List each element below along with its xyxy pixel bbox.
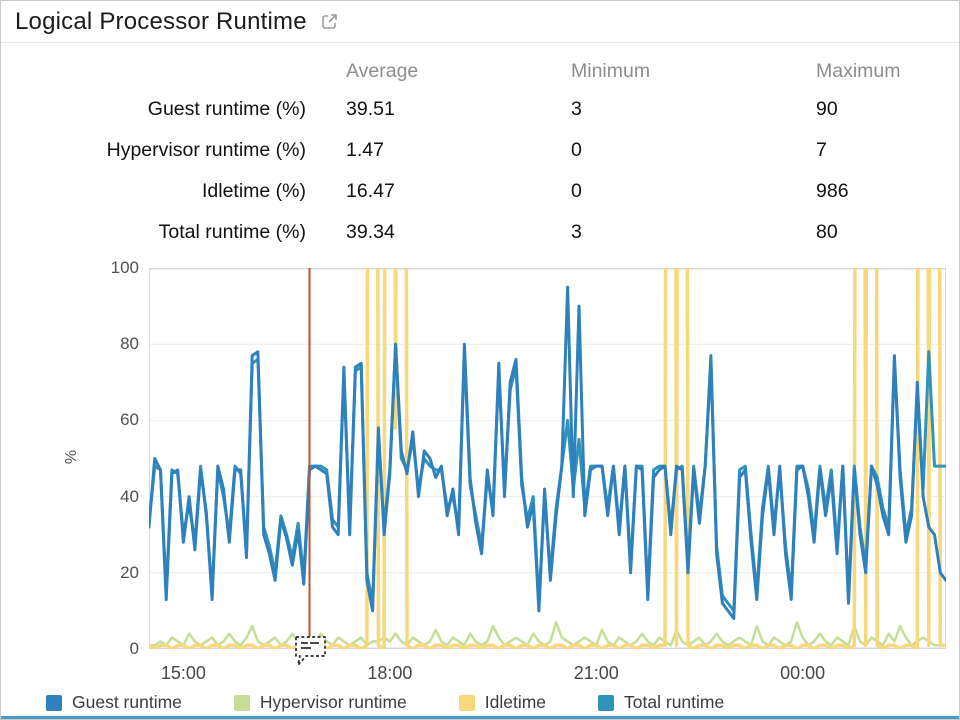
series-total-runtime	[149, 342, 946, 613]
col-header-average: Average	[346, 59, 419, 82]
legend-item-total-runtime[interactable]: Total runtime	[598, 692, 724, 713]
y-tick-20: 20	[120, 563, 139, 582]
series-idletime	[149, 268, 946, 649]
col-header-maximum: Maximum	[816, 59, 901, 82]
hypervisor-runtime-swatch	[233, 694, 250, 711]
total-runtime-swatch	[598, 694, 615, 711]
y-tick-60: 60	[120, 410, 139, 429]
x-tick-1500: 15:00	[160, 663, 206, 683]
x-tick-1800: 18:00	[367, 663, 413, 683]
y-tick-80: 80	[120, 334, 139, 353]
runtime-line-chart-plot-area[interactable]	[149, 268, 946, 649]
hypervisor-average: 1.47	[346, 139, 384, 161]
idletime-maximum: 986	[816, 180, 849, 202]
row-label-hypervisor-runtime: Hypervisor runtime (%)	[106, 139, 306, 161]
annotation-comment-icon[interactable]	[289, 632, 331, 677]
y-axis-label: %	[63, 449, 81, 465]
idletime-average: 16.47	[346, 180, 395, 202]
series-hypervisor-runtime	[149, 621, 946, 647]
hypervisor-runtime-legend-label: Hypervisor runtime	[259, 692, 407, 712]
external-link-icon[interactable]	[319, 12, 339, 32]
idletime-minimum: 0	[571, 180, 582, 202]
y-tick-100: 100	[110, 258, 139, 277]
legend-item-idletime[interactable]: Idletime	[458, 692, 547, 713]
total-minimum: 3	[571, 221, 582, 243]
guest-minimum: 3	[571, 98, 582, 120]
hypervisor-minimum: 0	[571, 139, 582, 161]
stats-corner	[1, 53, 306, 89]
idletime-swatch	[458, 694, 475, 711]
total-average: 39.34	[346, 221, 395, 243]
stats-table: Average Minimum Maximum Guest runtime (%…	[1, 43, 959, 253]
row-label-guest-runtime: Guest runtime (%)	[147, 98, 306, 120]
idletime-legend-label: Idletime	[484, 692, 547, 712]
widget-titlebar: Logical Processor Runtime	[1, 1, 959, 43]
col-header-minimum: Minimum	[571, 59, 651, 82]
chart-legend: Guest runtime Hypervisor runtime Idletim…	[46, 692, 724, 713]
y-tick-0: 0	[129, 639, 139, 658]
legend-item-hypervisor-runtime[interactable]: Hypervisor runtime	[233, 692, 407, 713]
legend-item-guest-runtime[interactable]: Guest runtime	[46, 692, 182, 713]
row-label-idletime: Idletime (%)	[201, 180, 306, 202]
series-guest-runtime	[149, 285, 946, 620]
row-label-total-runtime: Total runtime (%)	[158, 221, 306, 243]
total-runtime-legend-label: Total runtime	[624, 692, 725, 712]
guest-runtime-swatch	[46, 694, 62, 711]
hypervisor-maximum: 7	[816, 139, 827, 161]
widget-bottom-accent	[1, 716, 959, 719]
total-maximum: 80	[816, 221, 838, 243]
guest-average: 39.51	[346, 98, 395, 120]
guest-runtime-legend-label: Guest runtime	[72, 692, 182, 712]
guest-maximum: 90	[816, 98, 838, 120]
y-tick-40: 40	[120, 487, 139, 506]
x-tick-2100: 21:00	[573, 663, 619, 683]
x-tick-0000: 00:00	[780, 663, 826, 683]
widget-title: Logical Processor Runtime	[15, 7, 307, 35]
